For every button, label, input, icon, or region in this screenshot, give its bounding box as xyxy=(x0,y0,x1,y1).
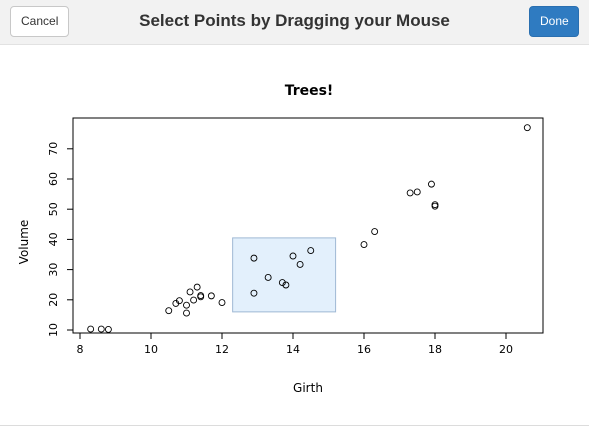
data-point xyxy=(190,296,198,304)
chart-title: Trees! xyxy=(285,83,334,99)
y-tick-label: 10 xyxy=(47,323,60,337)
gadget-title: Select Points by Dragging your Mouse xyxy=(139,11,450,30)
y-tick-label: 50 xyxy=(47,202,60,216)
y-axis-label: Volume xyxy=(17,220,31,265)
data-point xyxy=(87,325,95,333)
data-point xyxy=(278,279,286,287)
data-point xyxy=(360,241,368,248)
gadget-title-bar: Cancel Select Points by Dragging your Mo… xyxy=(0,0,589,45)
data-point xyxy=(406,189,414,197)
data-point xyxy=(104,325,112,333)
data-point xyxy=(218,299,226,306)
data-point xyxy=(250,289,258,297)
data-point xyxy=(428,180,435,188)
x-tick-label: 16 xyxy=(357,343,371,356)
data-point xyxy=(207,292,215,300)
scatter-plot[interactable]: Trees! 8 10 12 14 16 18 20 10 20 30 40 50 60 70 Girt… xyxy=(0,45,589,426)
data-point xyxy=(97,325,105,333)
bottom-divider xyxy=(0,425,589,426)
data-point xyxy=(165,307,173,315)
y-tick-label: 30 xyxy=(47,263,60,277)
data-point xyxy=(413,188,421,196)
x-tick-label: 18 xyxy=(428,343,442,356)
data-point xyxy=(193,283,201,291)
x-tick-label: 8 xyxy=(77,343,84,356)
data-point xyxy=(183,301,190,309)
data-point xyxy=(289,252,297,260)
data-point xyxy=(264,274,272,281)
data-point xyxy=(282,281,290,289)
data-point xyxy=(296,261,304,268)
done-button[interactable]: Done xyxy=(529,6,579,37)
y-tick-label: 20 xyxy=(47,293,60,307)
brush-selection[interactable] xyxy=(232,237,337,313)
x-tick-label: 10 xyxy=(144,343,158,356)
data-point xyxy=(431,202,439,210)
y-tick-label: 40 xyxy=(47,232,60,246)
data-point xyxy=(197,292,205,300)
data-point xyxy=(307,247,315,255)
cancel-button[interactable]: Cancel xyxy=(10,6,69,37)
data-point xyxy=(183,309,190,317)
x-tick-label: 12 xyxy=(215,343,229,356)
x-tick-label: 14 xyxy=(286,343,300,356)
y-tick-label: 60 xyxy=(47,172,60,186)
x-axis-label: Girth xyxy=(293,381,323,395)
data-point xyxy=(250,254,258,262)
data-point xyxy=(175,297,183,305)
x-tick-label: 20 xyxy=(499,343,513,356)
y-tick-label: 70 xyxy=(47,142,60,156)
data-point xyxy=(186,288,194,296)
plot-area[interactable]: Trees! 8 10 12 14 16 18 20 10 20 30 40 50 60 70 Girt… xyxy=(0,45,589,426)
data-point xyxy=(523,124,531,132)
data-point xyxy=(371,228,379,235)
